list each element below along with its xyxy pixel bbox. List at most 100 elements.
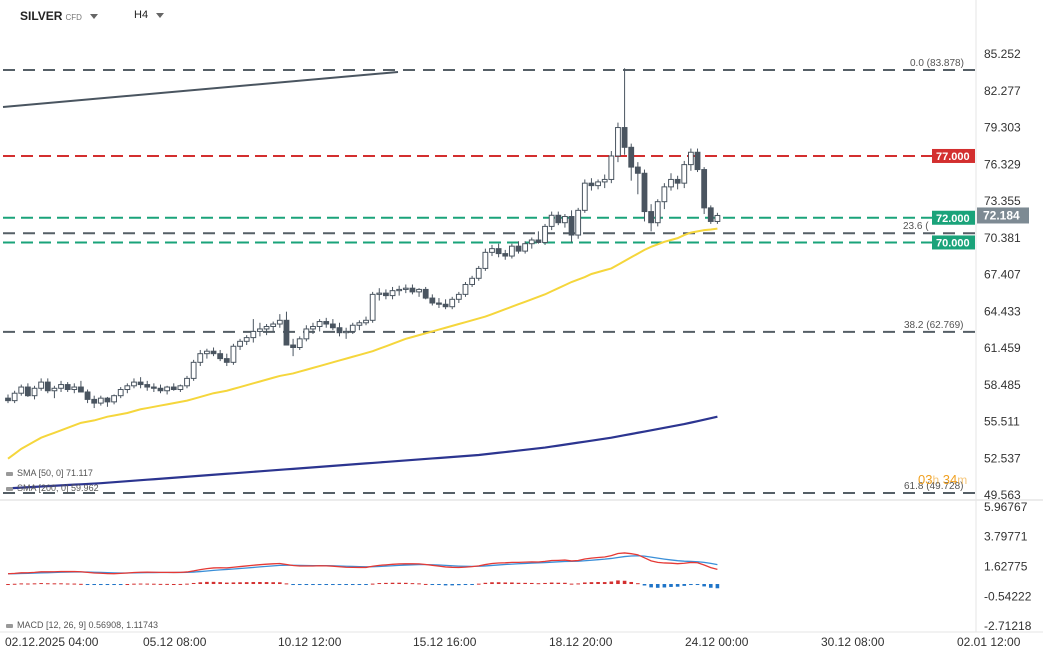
candle	[31, 385, 38, 400]
candle	[535, 231, 542, 244]
macd-histogram-bar	[516, 582, 521, 585]
candle	[170, 383, 177, 391]
macd-histogram-bar	[702, 584, 706, 587]
macd-histogram-bar	[556, 582, 561, 585]
candle-body	[608, 155, 615, 180]
candle-body	[595, 181, 601, 187]
macd-histogram-bar	[105, 584, 110, 586]
candle	[588, 178, 595, 191]
y-tick-label: 58.485	[984, 378, 1021, 392]
candle-body	[190, 361, 197, 379]
y-tick-label: 85.252	[984, 47, 1021, 61]
symbol-selector[interactable]: SILVER CFD	[20, 9, 98, 23]
macd-histogram-bar	[503, 582, 508, 585]
candle-body	[210, 350, 217, 355]
candle	[436, 298, 442, 308]
candle	[44, 378, 51, 394]
candle	[661, 183, 668, 210]
macd-histogram-bar	[609, 581, 614, 585]
candle-body	[376, 292, 383, 295]
candle-body	[482, 251, 489, 269]
candle-body	[548, 214, 555, 227]
price-level-tag	[932, 148, 975, 163]
candle	[641, 169, 648, 222]
candle-body	[323, 321, 330, 325]
candle	[595, 179, 601, 190]
trendline	[2, 71, 399, 108]
candle-body	[230, 345, 237, 363]
macd-histogram-bar	[563, 582, 567, 585]
sma200-legend-value: 59.962	[71, 483, 99, 493]
candle-body	[641, 172, 648, 213]
candle	[64, 382, 71, 392]
candle	[11, 390, 18, 404]
x-tick-label: 02.01 12:00	[957, 635, 1021, 649]
sma50-legend-value: 71.117	[66, 468, 93, 478]
candle	[555, 211, 562, 226]
candle	[349, 322, 356, 334]
countdown-m-unit: m	[957, 473, 968, 487]
candle-body	[177, 385, 184, 391]
macd-histogram-bar	[291, 584, 295, 586]
price-level-label: 72.000	[936, 213, 970, 225]
sma200-legend[interactable]: SMA [200, 0] 59.962	[6, 483, 99, 493]
candle-body	[369, 293, 376, 321]
macd-histogram-bar	[629, 581, 634, 585]
macd-histogram-bar	[529, 582, 534, 585]
sma50-line	[7, 227, 718, 460]
sma50-legend[interactable]: SMA [50, 0] 71.117	[6, 468, 93, 478]
candle-body	[416, 288, 422, 293]
candle	[5, 394, 11, 404]
candle-body	[522, 243, 529, 252]
candle-body	[383, 292, 389, 297]
candle-body	[150, 386, 157, 389]
macd-histogram-bar	[205, 581, 209, 585]
candle	[190, 359, 197, 381]
macd-y-tick-label: 5.96767	[984, 500, 1028, 514]
timeframe-selector[interactable]: H4	[134, 9, 165, 21]
macd-histogram-bar	[297, 584, 302, 586]
candle	[376, 288, 383, 301]
candle-body	[588, 182, 595, 187]
macd-histogram-bar	[278, 582, 282, 585]
candle-body	[170, 386, 177, 391]
candle-body	[363, 319, 369, 324]
price-level-tag	[932, 235, 975, 250]
macd-histogram-bar	[32, 583, 37, 585]
macd-legend[interactable]: MACD [12, 26, 9] 0.56908, 1.11743	[6, 620, 158, 630]
candle-body	[634, 166, 641, 174]
candle-body	[469, 277, 476, 285]
candle	[296, 336, 303, 350]
candle-body	[515, 245, 522, 252]
macd-histogram-bar	[45, 583, 50, 585]
macd-histogram-bar	[470, 584, 474, 586]
candle	[263, 324, 270, 336]
macd-histogram-bar	[576, 583, 580, 585]
candle-body	[24, 386, 31, 397]
candle-body	[283, 319, 290, 346]
candle	[137, 377, 144, 389]
candle	[197, 349, 204, 367]
candle	[71, 383, 78, 394]
macd-histogram-bar	[324, 584, 329, 586]
candle-body	[661, 186, 668, 203]
candle-body	[296, 338, 303, 348]
macd-histogram-bar	[589, 582, 594, 585]
candle	[217, 349, 224, 362]
candle-body	[71, 386, 78, 391]
macd-histogram-bar	[649, 584, 653, 588]
candle-countdown: 03h 34m	[918, 472, 967, 487]
candle	[38, 378, 45, 391]
visibility-icon	[6, 623, 13, 628]
candle	[150, 383, 157, 392]
macd-histogram-bar	[238, 582, 242, 585]
macd-line	[7, 552, 718, 575]
candle-body	[707, 207, 714, 222]
candle-body	[290, 344, 296, 348]
macd-legend-macd: 0.56908	[88, 620, 122, 630]
candle	[389, 286, 396, 300]
macd-histogram-bar	[583, 582, 587, 585]
candle-body	[276, 319, 283, 325]
macd-histogram-bar	[715, 584, 720, 589]
